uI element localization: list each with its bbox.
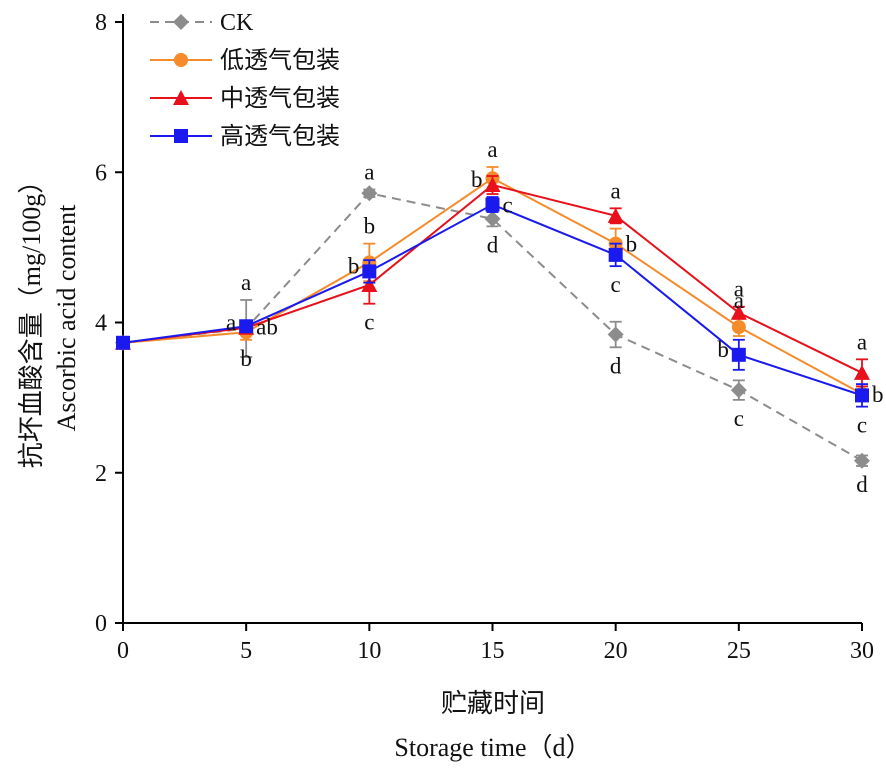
data-point <box>116 335 130 350</box>
significance-label: d <box>610 353 622 378</box>
x-axis-title-en: Storage time（d） <box>394 733 591 762</box>
x-tick-label: 10 <box>357 638 381 664</box>
data-point <box>730 382 747 399</box>
legend-label: CK <box>220 10 254 36</box>
x-tick-label: 0 <box>117 638 129 664</box>
series-3 <box>116 196 869 408</box>
legend-marker <box>173 90 189 105</box>
data-point <box>855 388 869 403</box>
significance-label: a <box>734 288 744 313</box>
significance-label: a <box>857 329 867 354</box>
data-point <box>607 207 624 223</box>
x-tick-label: 15 <box>481 638 505 664</box>
data-point <box>854 364 870 380</box>
data-point <box>607 326 624 343</box>
data-point <box>484 177 501 193</box>
significance-label: c <box>611 272 621 297</box>
legend-label: 中透气包装 <box>220 85 340 112</box>
y-tick-label: 8 <box>95 10 107 36</box>
x-axis-title-zh: 贮藏时间 <box>441 689 545 718</box>
significance-label: b <box>626 232 638 257</box>
axes: 0 5 10 15 20 25 30 0 2 4 6 8 <box>95 10 874 664</box>
legend-marker <box>173 14 189 30</box>
data-point <box>485 197 500 212</box>
data-point <box>362 264 377 279</box>
series-layer <box>115 166 870 469</box>
data-point <box>239 319 254 334</box>
data-point <box>361 185 378 202</box>
significance-label: a <box>611 178 621 203</box>
significance-label: a <box>487 137 497 162</box>
y-tick-label: 4 <box>95 311 107 337</box>
y-tick-label: 2 <box>95 461 107 487</box>
y-axis-title-en: Ascorbic acid content <box>52 204 81 431</box>
data-point <box>730 304 747 320</box>
significance-label: c <box>857 413 867 438</box>
significance-label: a <box>226 310 236 335</box>
axis-titles: 贮藏时间 Storage time（d） 抗坏血酸含量（mg/100g） Asc… <box>17 168 592 762</box>
x-tick-label: 30 <box>850 638 874 664</box>
x-tick-label: 25 <box>727 638 751 664</box>
significance-label: c <box>734 406 744 431</box>
significance-label: b <box>364 214 376 239</box>
legend-label: 高透气包装 <box>220 123 340 150</box>
data-point <box>361 276 378 292</box>
legend-label: 低透气包装 <box>220 47 340 74</box>
y-tick-label: 6 <box>95 160 107 186</box>
significance-label: b <box>471 167 483 192</box>
data-point <box>731 347 746 362</box>
significance-label: a <box>734 277 744 302</box>
legend-marker <box>174 53 188 67</box>
y-axis-title-zh: 抗坏血酸含量（mg/100g） <box>17 168 46 468</box>
data-point <box>608 247 623 262</box>
significance-label: b <box>717 337 729 362</box>
significance-label: c <box>364 310 374 335</box>
legend-marker <box>174 129 188 143</box>
significance-label: d <box>487 232 499 257</box>
significance-label: a <box>364 160 374 185</box>
significance-label: b <box>348 253 360 278</box>
data-point <box>484 210 501 227</box>
y-tick-label: 0 <box>95 611 107 637</box>
significance-label: ab <box>256 314 278 339</box>
significance-label: b <box>872 382 884 407</box>
data-point <box>854 452 870 469</box>
significance-label: d <box>856 472 868 497</box>
data-point <box>731 320 746 335</box>
x-tick-label: 20 <box>604 638 628 664</box>
significance-label: c <box>503 193 513 218</box>
significance-label: a <box>241 270 251 295</box>
x-tick-label: 5 <box>240 638 252 664</box>
significance-label: b <box>240 346 252 371</box>
